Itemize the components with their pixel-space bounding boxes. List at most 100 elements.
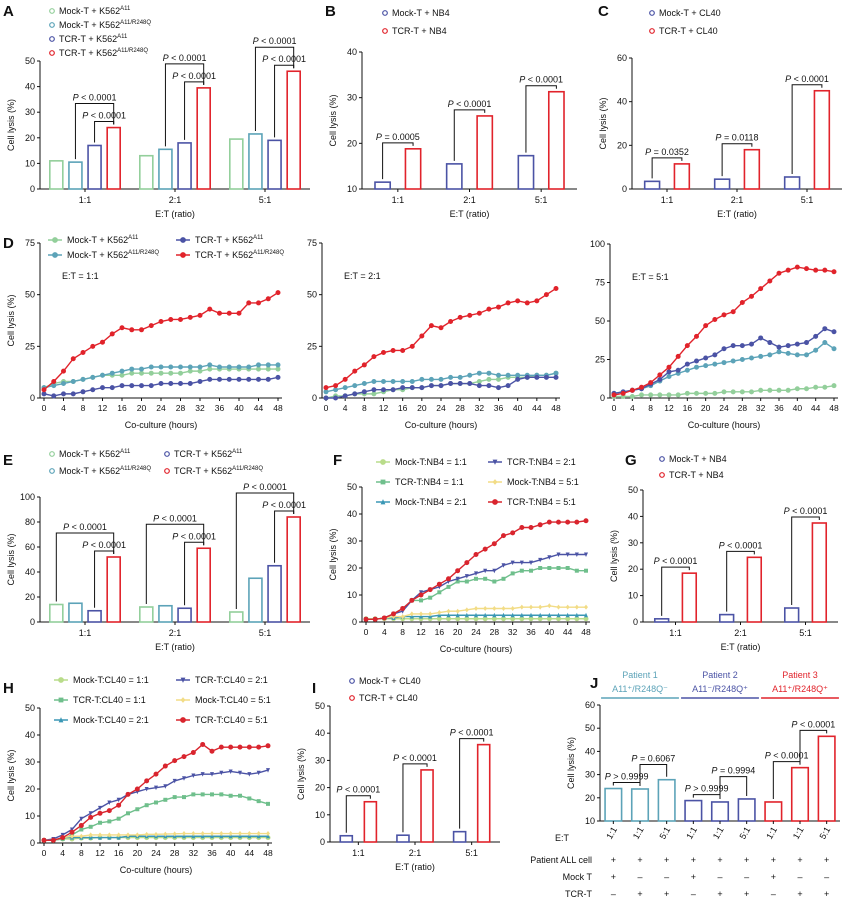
data-point bbox=[721, 312, 727, 318]
bar bbox=[339, 834, 354, 843]
bar bbox=[49, 160, 64, 190]
x-tick-label: 32 bbox=[756, 403, 766, 413]
data-point bbox=[135, 832, 140, 838]
significance-bracket: P < 0.0001 bbox=[784, 506, 827, 606]
data-point bbox=[323, 385, 329, 391]
legend-label: Mock-T:CL40 = 1:1 bbox=[73, 675, 149, 685]
data-point bbox=[666, 373, 672, 379]
data-point bbox=[538, 566, 543, 570]
data-point bbox=[505, 300, 511, 306]
y-tick-label: 20 bbox=[347, 138, 357, 148]
data-point bbox=[144, 831, 149, 837]
bar bbox=[743, 148, 761, 190]
data-point bbox=[739, 357, 745, 362]
y-axis-label: Cell lysis (%) bbox=[6, 533, 16, 585]
legend-label: TCR-T:CL40 = 1:1 bbox=[73, 695, 146, 705]
bar bbox=[710, 801, 730, 822]
x-tick-label: 24 bbox=[156, 403, 166, 413]
x-tick-label: 1:1 bbox=[79, 195, 92, 205]
x-tick-label: 1:1 bbox=[791, 825, 806, 841]
data-point bbox=[109, 331, 115, 337]
x-tick-label: 20 bbox=[137, 403, 147, 413]
data-point bbox=[275, 366, 281, 372]
x-tick-label: 1:1 bbox=[684, 825, 699, 841]
y-tick-label: 40 bbox=[25, 567, 35, 577]
data-point bbox=[409, 597, 415, 603]
data-point bbox=[546, 616, 552, 622]
data-point bbox=[190, 750, 196, 756]
significance-bracket: P < 0.0001 bbox=[253, 36, 296, 131]
data-point bbox=[381, 350, 386, 356]
bar bbox=[248, 133, 263, 190]
legend-item: Mock-T + CL40 bbox=[649, 8, 721, 18]
data-point bbox=[524, 374, 530, 380]
condition-cell: + bbox=[691, 855, 696, 865]
data-point bbox=[565, 566, 570, 570]
y-tick-label: 20 bbox=[25, 784, 35, 794]
legend-label: TCR-T:NB4 = 1:1 bbox=[395, 477, 464, 487]
data-point bbox=[428, 323, 434, 329]
data-point bbox=[474, 576, 478, 581]
data-point bbox=[371, 354, 377, 360]
condition-cell: + bbox=[797, 855, 802, 865]
significance-bracket: P = 0.0005 bbox=[376, 132, 420, 180]
y-tick-label: 40 bbox=[628, 511, 638, 521]
data-point bbox=[510, 560, 515, 566]
x-tick-label: 40 bbox=[793, 403, 803, 413]
data-point bbox=[794, 386, 800, 392]
condition-cell: + bbox=[664, 855, 669, 865]
condition-cell: + bbox=[637, 855, 642, 865]
data-point bbox=[361, 362, 367, 368]
x-tick-label: 1:1 bbox=[661, 195, 674, 205]
p-value-label: P < 0.0001 bbox=[163, 53, 207, 63]
data-point bbox=[657, 377, 663, 383]
data-point bbox=[191, 773, 196, 778]
data-point bbox=[69, 829, 75, 835]
data-point bbox=[565, 519, 571, 525]
data-point bbox=[168, 381, 174, 387]
legend-label: TCR-T:CL40 = 5:1 bbox=[195, 715, 268, 725]
legend: Mock-T + CL40 TCR-T + CL40 bbox=[649, 8, 721, 36]
data-point bbox=[794, 264, 800, 270]
data-point bbox=[492, 612, 497, 618]
legend-marker bbox=[649, 28, 655, 34]
x-tick-label: 8 bbox=[648, 403, 653, 413]
data-point bbox=[474, 612, 478, 618]
y-tick-label: 25 bbox=[307, 341, 317, 351]
legend-label: Mock-T + K562A11/R248Q bbox=[59, 466, 151, 476]
p-value-label: P = 0.0005 bbox=[376, 132, 420, 142]
x-tick-label: 5:1 bbox=[259, 628, 272, 638]
x-tick-label: 32 bbox=[195, 403, 205, 413]
bracket-line bbox=[55, 532, 115, 602]
significance-bracket: P > 0.9999 bbox=[685, 784, 729, 799]
bar bbox=[547, 90, 565, 190]
data-point bbox=[90, 374, 96, 380]
data-point bbox=[419, 376, 425, 382]
data-point bbox=[168, 370, 174, 376]
data-point bbox=[703, 363, 709, 369]
series-path bbox=[613, 266, 835, 396]
panel-g: G 0 10 20 30 40 50 Cell lysis (%) 1:1 2:1 5:1 E:T (… bbox=[609, 452, 838, 652]
y-tick-label: 75 bbox=[25, 238, 35, 248]
legend: Mock-T:CL40 = 1:1 TCR-T:CL40 = 1:1 Mock-T:… bbox=[54, 675, 271, 725]
x-tick-label: 5:1 bbox=[259, 195, 272, 205]
data-point bbox=[491, 541, 497, 547]
series-line-3 bbox=[42, 768, 270, 843]
bar bbox=[813, 89, 831, 190]
x-tick-label: 16 bbox=[398, 403, 408, 413]
group-title: Patient 2 bbox=[702, 670, 738, 680]
data-point bbox=[473, 552, 479, 557]
x-axis-label: Co-culture (hours) bbox=[440, 644, 513, 654]
bracket-line bbox=[382, 142, 414, 180]
condition-cell: – bbox=[744, 872, 749, 882]
data-point bbox=[519, 616, 525, 622]
legend-marker bbox=[49, 22, 55, 28]
data-point bbox=[409, 378, 415, 384]
data-point bbox=[265, 366, 271, 372]
x-tick-label: 5:1 bbox=[817, 825, 832, 841]
data-point bbox=[256, 744, 262, 750]
condition-cell: – bbox=[691, 889, 696, 899]
p-value-label: P < 0.0001 bbox=[785, 74, 829, 84]
legend-label: TCR-T + K562A11/R248Q bbox=[195, 250, 284, 260]
data-point bbox=[363, 616, 369, 622]
